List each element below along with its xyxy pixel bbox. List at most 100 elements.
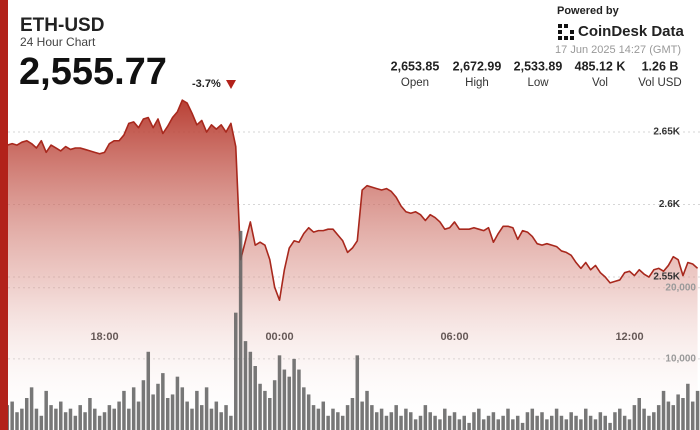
volume-bar <box>686 383 690 430</box>
volume-bar <box>209 408 214 430</box>
volume-bar <box>219 412 223 430</box>
volume-bar <box>389 412 394 430</box>
volume-bar <box>374 412 379 430</box>
volume-bar <box>656 405 661 430</box>
volume-bar <box>331 408 335 430</box>
volume-bar <box>690 401 695 430</box>
volume-bar <box>59 401 63 430</box>
volume-bar <box>161 373 165 430</box>
volume-bar <box>661 390 666 430</box>
stat-label: Vol USD <box>638 77 681 89</box>
volume-bar <box>676 394 680 430</box>
volume-bar <box>530 408 535 430</box>
volume-bar <box>579 419 583 430</box>
volume-bar <box>311 405 316 430</box>
volume-bar <box>618 408 622 430</box>
volume-bar <box>122 390 126 430</box>
volume-bar <box>491 412 496 430</box>
change: -3.7% <box>192 78 221 90</box>
volume-bar <box>49 405 53 430</box>
volume-bar <box>545 419 549 430</box>
volume-bar <box>44 390 48 430</box>
volume-bar <box>141 380 146 430</box>
volume-bar <box>136 401 141 430</box>
volume-bar <box>34 408 39 430</box>
volume-bar <box>588 415 593 430</box>
volume-bar <box>253 366 257 430</box>
volume-bar <box>549 415 554 430</box>
stat-value: 2,533.89 <box>514 59 563 73</box>
volume-bar <box>642 408 646 430</box>
volume-bar <box>165 398 170 430</box>
stat-label: Vol <box>592 77 608 89</box>
timestamp: 17 Jun 2025 14:27 (GMT) <box>555 44 681 56</box>
volume-bar <box>666 401 671 430</box>
volume-bar <box>652 412 656 430</box>
volume-bar <box>418 415 423 430</box>
volume-bar <box>671 405 676 430</box>
y2-tick-label: 10,000 <box>665 354 696 365</box>
volume-bar <box>627 419 632 430</box>
volume-bar <box>199 405 204 430</box>
volume-bar <box>229 415 233 430</box>
y-tick-label: 2.65K <box>653 127 680 138</box>
volume-bar <box>384 415 389 430</box>
volume-bar <box>457 419 462 430</box>
volume-bar <box>224 405 228 430</box>
volume-bar <box>540 412 544 430</box>
volume-bar <box>511 419 515 430</box>
brand: CoinDesk Data <box>578 23 685 40</box>
volume-bar <box>15 412 19 430</box>
volume-bar <box>234 312 238 430</box>
volume-bar <box>326 415 330 430</box>
volume-bar <box>345 405 350 430</box>
volume-bar <box>340 415 345 430</box>
volume-bar <box>127 408 131 430</box>
volume-bar <box>423 405 428 430</box>
volume-bar <box>443 408 447 430</box>
accent-bar <box>0 0 8 430</box>
volume-bar <box>467 422 471 430</box>
stat-value: 2,653.85 <box>391 59 440 73</box>
volume-bar <box>29 387 34 430</box>
volume-bar <box>297 369 301 430</box>
volume-bar <box>156 383 160 430</box>
volume-bar <box>102 412 107 430</box>
volume-bar <box>10 401 14 430</box>
volume-bar <box>501 415 505 430</box>
volume-bar <box>287 376 291 430</box>
volume-bar <box>316 408 321 430</box>
y2-tick-label: 20,000 <box>665 282 696 293</box>
stat-value: 1.26 B <box>642 59 679 73</box>
volume-bar <box>525 412 530 430</box>
volume-bar <box>73 415 78 430</box>
subtitle: 24 Hour Chart <box>20 35 96 49</box>
volume-bar <box>394 405 398 430</box>
volume-bar <box>515 415 520 430</box>
volume-bar <box>559 415 564 430</box>
volume-bar <box>195 390 199 430</box>
last-price: 2,555.77 <box>19 51 167 93</box>
volume-bar <box>535 415 539 430</box>
volume-bar <box>564 419 569 430</box>
price-line <box>2 99 699 302</box>
volume-bar <box>574 415 578 430</box>
volume-bar <box>486 415 491 430</box>
volume-bar <box>78 405 82 430</box>
volume-bar <box>569 412 573 430</box>
volume-bar <box>603 415 607 430</box>
volume-bar <box>93 408 97 430</box>
volume-bar <box>39 415 44 430</box>
volume-bar <box>472 412 476 430</box>
volume-bar <box>151 394 155 430</box>
volume-bar <box>170 394 175 430</box>
volume-bar <box>63 412 68 430</box>
stat-value: 2,672.99 <box>453 59 502 73</box>
volume-bar <box>584 408 588 430</box>
plot-area: 18:0000:0006:0012:002.55K2.6K2.65K10,000… <box>0 99 700 430</box>
volume-bar <box>598 412 603 430</box>
volume-bar <box>428 412 432 430</box>
volume-bar <box>238 230 243 430</box>
